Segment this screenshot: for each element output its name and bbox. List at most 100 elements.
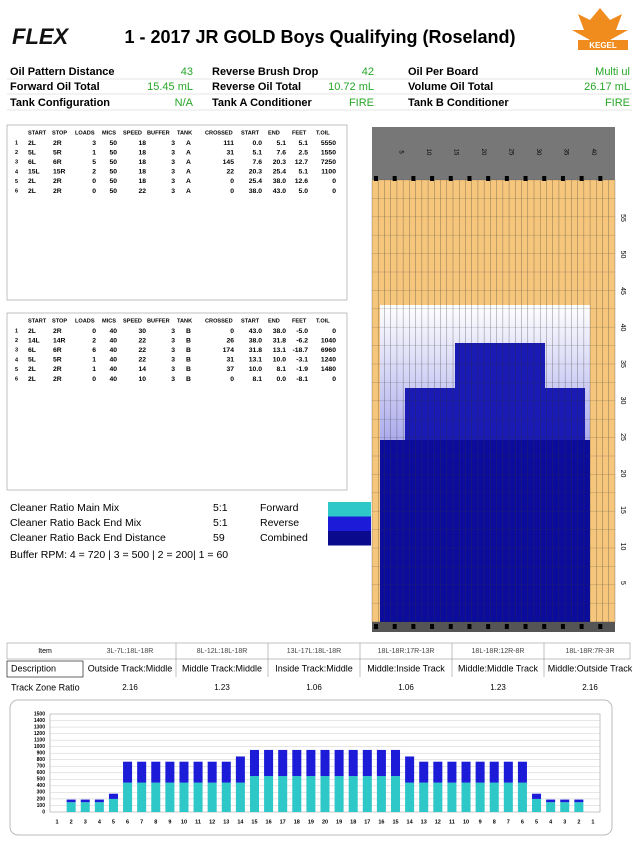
track-item-label: Item	[38, 648, 52, 655]
lane-marker	[598, 624, 603, 629]
bar-segment	[461, 761, 471, 783]
table-cell: 2	[15, 338, 18, 344]
table-cell: 0	[230, 178, 234, 185]
table-cell: 40	[109, 328, 117, 335]
table-cell: 3	[171, 169, 175, 176]
table-cell: 10.0	[273, 357, 286, 364]
table-cell: 14	[138, 366, 146, 373]
board-label: 40	[590, 149, 596, 156]
table-cell: 18	[138, 169, 146, 176]
table-cell: 0	[230, 328, 234, 335]
bar-segment	[179, 782, 189, 812]
x-tick-label: 2	[70, 819, 73, 825]
bar-segment	[292, 776, 302, 812]
bar-segment	[207, 761, 217, 783]
table-cell: 12.7	[295, 159, 308, 166]
x-tick-label: 11	[449, 819, 455, 825]
table-cell: 5R	[53, 357, 62, 364]
table-header: LOADS	[75, 318, 95, 324]
table-cell: B	[186, 357, 191, 364]
summary-label: Oil Pattern Distance	[10, 66, 115, 78]
y-tick-label: 1500	[34, 711, 45, 717]
bar-segment	[292, 749, 302, 777]
table-cell: 0	[230, 376, 234, 383]
track-ratio: 1.23	[214, 683, 230, 692]
cleaner-value: 5:1	[213, 517, 228, 529]
track-item: 18L-18R:12R-8R	[472, 648, 525, 655]
cleaner-value: 5:1	[213, 502, 228, 514]
board-label: 5	[397, 150, 403, 154]
table-cell: 5R	[53, 149, 62, 156]
lane-marker	[560, 176, 565, 181]
table-cell: A	[186, 188, 191, 195]
table-cell: A	[186, 178, 191, 185]
table-cell: A	[186, 159, 191, 166]
track-ratio: 1.06	[306, 683, 322, 692]
table-cell: 3	[171, 357, 175, 364]
table-cell: B	[186, 328, 191, 335]
table-cell: 2R	[53, 178, 62, 185]
y-tick-label: 0	[42, 809, 45, 815]
legend-label: Reverse	[260, 517, 299, 529]
y-tick-label: 1100	[34, 737, 45, 743]
x-tick-label: 15	[392, 819, 398, 825]
table-cell: 0	[332, 178, 336, 185]
table-cell: 1480	[321, 366, 336, 373]
cleaner-label: Cleaner Ratio Back End Mix	[10, 517, 142, 529]
bar-segment	[137, 782, 147, 812]
bar-segment	[447, 782, 457, 812]
table-cell: 0.0	[277, 376, 287, 383]
x-tick-label: 5	[535, 819, 538, 825]
track-ratio: 1.06	[398, 683, 414, 692]
summary-value: N/A	[175, 97, 194, 109]
distance-label: 50	[619, 251, 626, 259]
table-cell: 20.3	[273, 159, 286, 166]
bar-segment	[94, 802, 104, 812]
board-label: 35	[562, 149, 568, 156]
bar-segment	[419, 761, 429, 783]
table-cell: 50	[109, 178, 117, 185]
bar-segment	[461, 782, 471, 812]
table-cell: 5	[15, 367, 18, 373]
bar-segment	[108, 798, 118, 812]
bar-segment	[532, 793, 542, 799]
board-label: 25	[507, 149, 513, 156]
table-cell: 1	[15, 328, 18, 334]
lane-marker	[411, 176, 416, 181]
x-tick-label: 17	[364, 819, 370, 825]
x-tick-label: 9	[168, 819, 171, 825]
forward-box	[6, 124, 348, 301]
table-cell: 1	[92, 357, 96, 364]
x-tick-label: 7	[507, 819, 510, 825]
lane-marker	[392, 624, 397, 629]
table-cell: 37	[226, 366, 234, 373]
table-cell: 15L	[28, 169, 40, 176]
table-cell: 40	[109, 357, 117, 364]
table-cell: 5	[92, 159, 96, 166]
table-cell: 6	[92, 347, 96, 354]
bar-segment	[475, 761, 485, 783]
logo: FLEX	[12, 24, 70, 49]
track-zone-frame	[6, 642, 631, 678]
bar-segment	[334, 749, 344, 777]
x-tick-label: 2	[577, 819, 580, 825]
distance-label: 40	[619, 324, 626, 332]
track-description: Middle:Inside Track	[367, 663, 445, 673]
bar-segment	[249, 776, 259, 812]
summary-label: Tank B Conditioner	[408, 97, 509, 109]
bar-segment	[517, 761, 527, 783]
x-tick-label: 19	[308, 819, 314, 825]
table-header: FEET	[292, 130, 307, 136]
table-header: STOP	[52, 318, 67, 324]
lane-marker	[467, 176, 472, 181]
lane-marker	[486, 624, 491, 629]
table-header: END	[268, 318, 280, 324]
table-cell: -8.1	[296, 376, 308, 383]
bar-segment	[489, 761, 499, 783]
lane-marker	[504, 624, 509, 629]
x-tick-label: 12	[209, 819, 215, 825]
table-cell: -1.9	[296, 366, 308, 373]
lane-marker	[579, 624, 584, 629]
table-cell: 18	[138, 159, 146, 166]
